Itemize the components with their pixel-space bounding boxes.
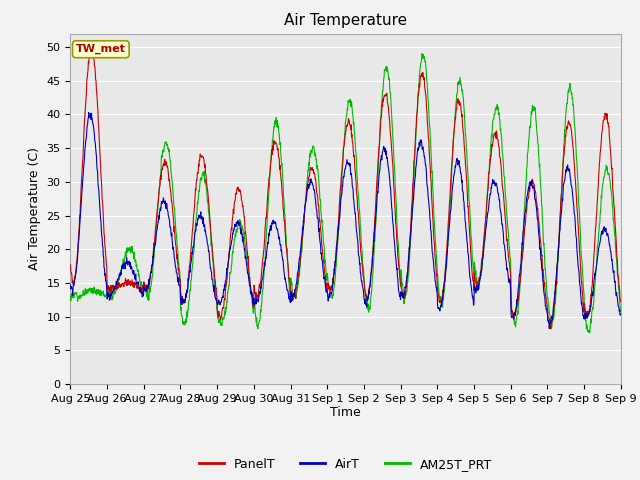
Text: TW_met: TW_met xyxy=(76,44,126,54)
AM25T_PRT xyxy=(431,236,439,241)
PanelT xyxy=(504,237,511,242)
AM25T_PRT xyxy=(586,330,594,336)
AirT xyxy=(545,325,553,331)
Line: AM25T_PRT: AM25T_PRT xyxy=(70,54,621,333)
AirT xyxy=(504,265,511,271)
AM25T_PRT xyxy=(250,301,258,307)
AirT xyxy=(431,279,439,285)
PanelT xyxy=(189,220,197,226)
Title: Air Temperature: Air Temperature xyxy=(284,13,407,28)
Legend: PanelT, AirT, AM25T_PRT: PanelT, AirT, AM25T_PRT xyxy=(194,453,497,476)
PanelT xyxy=(552,282,560,288)
AM25T_PRT xyxy=(504,217,511,223)
AirT xyxy=(176,282,184,288)
AirT xyxy=(617,312,625,318)
PanelT xyxy=(251,290,259,296)
Line: AirT: AirT xyxy=(70,112,621,328)
Y-axis label: Air Temperature (C): Air Temperature (C) xyxy=(28,147,41,270)
PanelT xyxy=(617,299,625,305)
AM25T_PRT xyxy=(552,292,559,298)
AirT xyxy=(85,109,93,115)
PanelT xyxy=(88,43,95,49)
PanelT xyxy=(67,262,74,268)
AirT xyxy=(189,244,197,250)
AM25T_PRT xyxy=(418,51,426,57)
PanelT xyxy=(431,256,439,262)
AM25T_PRT xyxy=(189,260,196,266)
AM25T_PRT xyxy=(67,294,74,300)
PanelT xyxy=(547,326,555,332)
X-axis label: Time: Time xyxy=(330,407,361,420)
Line: PanelT: PanelT xyxy=(70,46,621,329)
AM25T_PRT xyxy=(175,268,183,274)
AM25T_PRT xyxy=(617,309,625,315)
AirT xyxy=(552,276,560,282)
AirT xyxy=(67,282,74,288)
PanelT xyxy=(176,279,184,285)
AirT xyxy=(251,300,259,306)
